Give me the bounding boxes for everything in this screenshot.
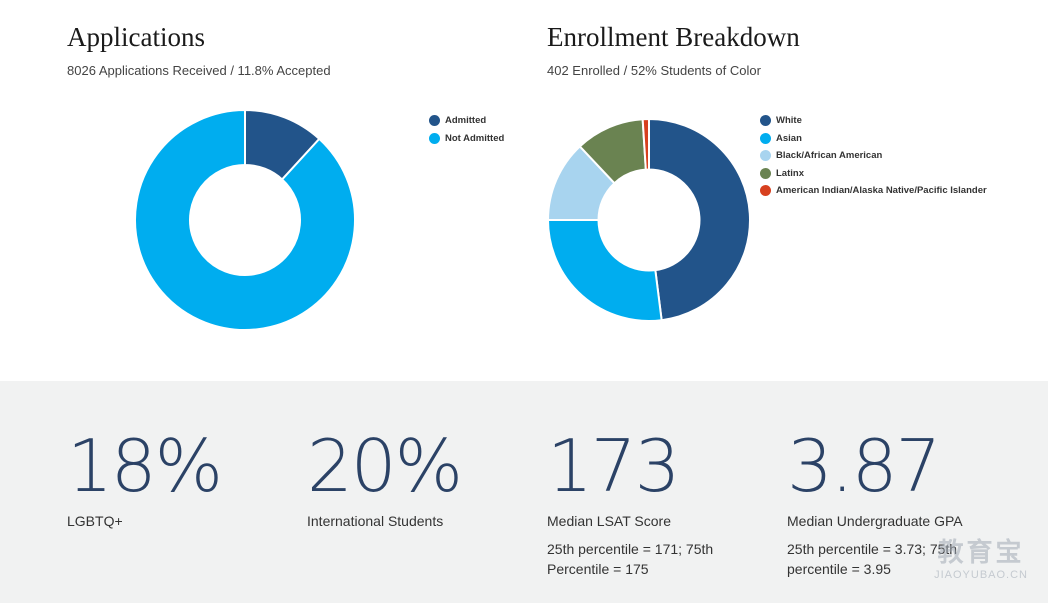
slice-not-admitted <box>134 109 356 331</box>
legend-item-american-indian-alaska-native-pacific-islander: American Indian/Alaska Native/Pacific Is… <box>760 182 987 200</box>
legend-swatch <box>760 115 771 127</box>
slice-asian <box>547 219 663 322</box>
enrollment-legend: White Asian Black/African American Latinx Am… <box>760 112 987 200</box>
applications-legend: Admitted Not Admitted <box>429 112 504 147</box>
stat-lgbtq: 18% LGBTQ+ <box>67 426 287 529</box>
stat-note: 25th percentile = 171; 75th Percentile =… <box>547 541 714 577</box>
applications-title: Applications <box>67 22 205 52</box>
legend-swatch <box>760 167 771 179</box>
legend-label: Admitted <box>445 115 487 127</box>
legend-label: Asian <box>776 132 802 144</box>
legend-label: American Indian/Alaska Native/Pacific Is… <box>776 185 987 197</box>
legend-item-admitted: Admitted <box>429 112 504 130</box>
stat-value: 18% <box>67 424 223 508</box>
stat-note: 25th percentile = 3.73; 75th percentile … <box>787 541 958 577</box>
legend-label: Not Admitted <box>445 132 505 144</box>
legend-label: White <box>776 115 802 127</box>
stat-label: LGBTQ+ <box>67 513 123 529</box>
legend-swatch <box>429 132 440 144</box>
stat-gpa: 3.87 Median Undergraduate GPA 25th perce… <box>787 426 987 579</box>
stat-international: 20% International Students <box>307 426 527 529</box>
legend-item-asian: Asian <box>760 130 987 148</box>
legend-item-not-admitted: Not Admitted <box>429 130 504 148</box>
legend-item-white: White <box>760 112 987 130</box>
enrollment-title: Enrollment Breakdown <box>547 22 800 52</box>
legend-label: Latinx <box>776 167 804 179</box>
enrollment-donut-chart <box>547 118 751 322</box>
stat-value: 173 <box>547 424 680 508</box>
slice-white <box>648 118 751 322</box>
legend-swatch <box>760 132 771 144</box>
stat-label: International Students <box>307 513 444 529</box>
stat-label: Median LSAT Score <box>547 513 671 529</box>
legend-swatch <box>429 115 440 127</box>
slice-american-indian-alaska-native-pacific-islander <box>641 118 650 171</box>
legend-swatch <box>760 185 771 197</box>
legend-label: Black/African American <box>776 150 883 162</box>
stat-lsat: 173 Median LSAT Score 25th percentile = … <box>547 426 747 579</box>
stats-band: 18% LGBTQ+ 20% International Students 17… <box>0 381 1048 603</box>
stat-value: 3.87 <box>787 424 941 508</box>
legend-item-black-african-american: Black/African American <box>760 147 987 165</box>
applications-donut-chart <box>134 109 356 331</box>
legend-item-latinx: Latinx <box>760 165 987 183</box>
enrollment-subtitle: 402 Enrolled / 52% Students of Color <box>547 63 761 78</box>
stat-label: Median Undergraduate GPA <box>787 513 963 529</box>
stat-value: 20% <box>307 424 463 508</box>
applications-subtitle: 8026 Applications Received / 11.8% Accep… <box>67 63 331 78</box>
legend-swatch <box>760 150 771 162</box>
